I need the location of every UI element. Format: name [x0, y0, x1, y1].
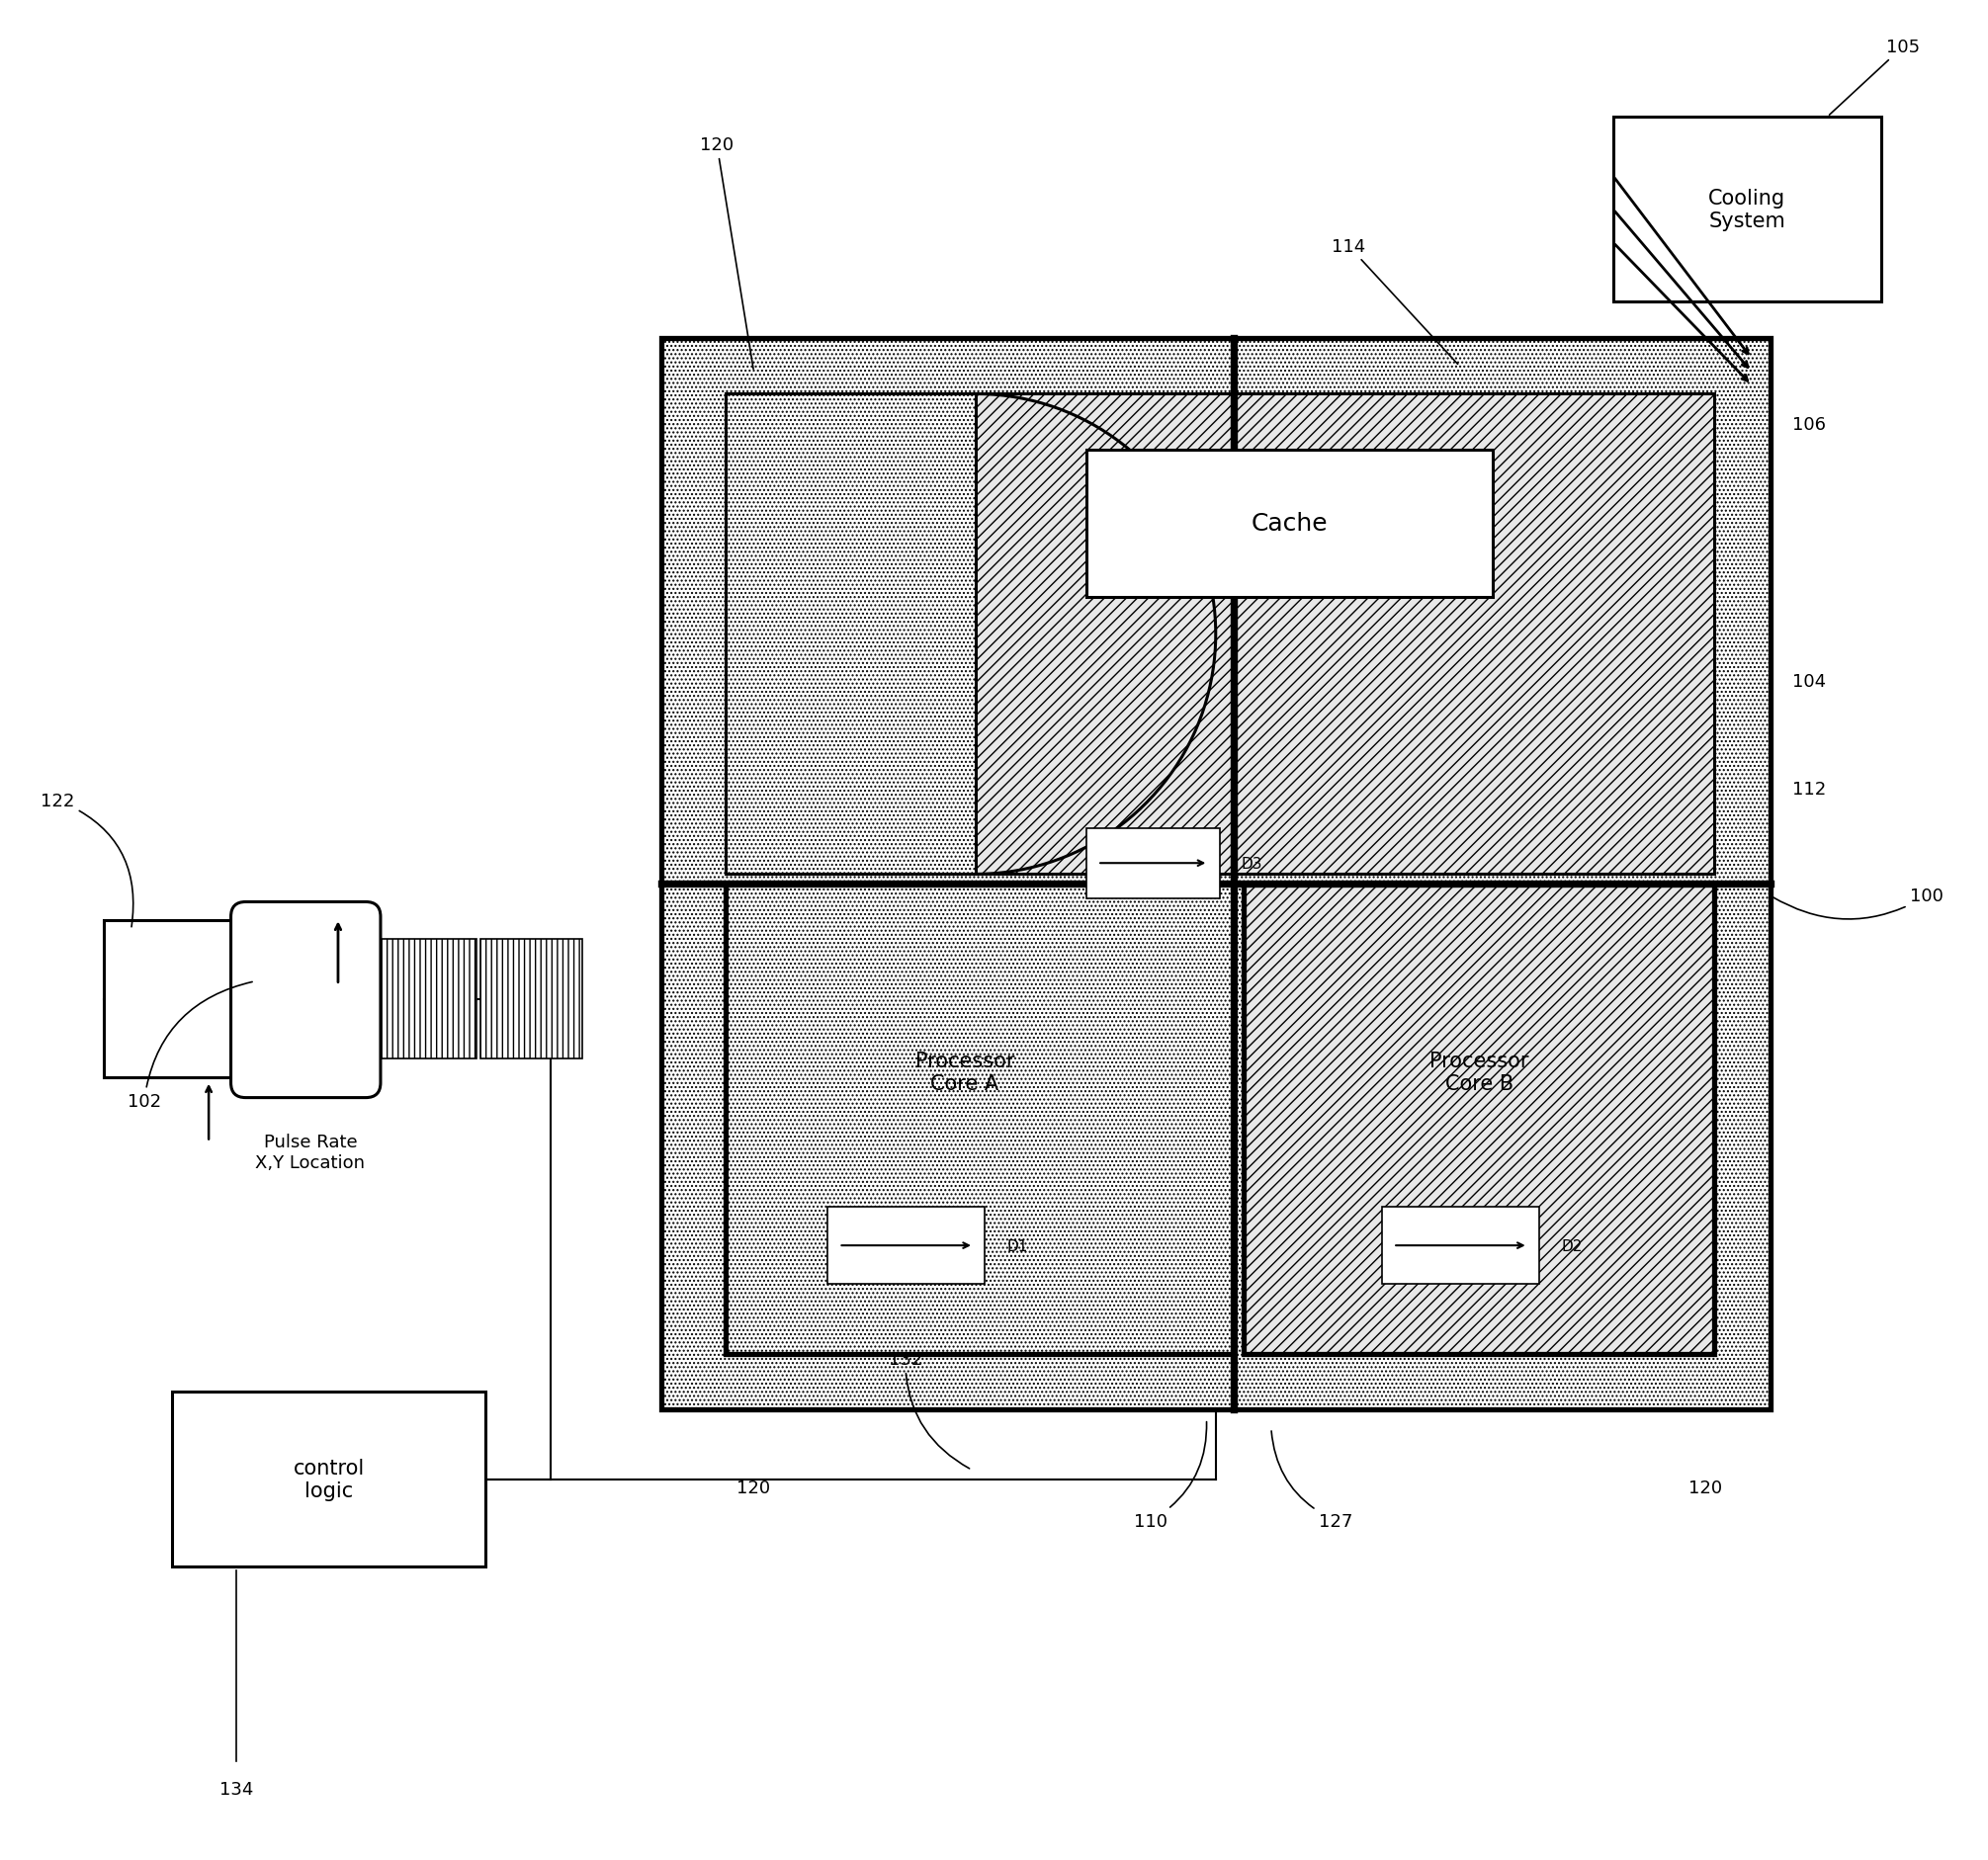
Bar	[237, 908, 376, 1092]
Text: 120: 120	[738, 1479, 771, 1497]
Bar	[726, 394, 1714, 874]
Text: 100: 100	[1773, 887, 1944, 919]
Text: Processor
Core A: Processor Core A	[914, 1051, 1014, 1094]
Bar	[827, 1207, 984, 1285]
Bar	[1382, 1207, 1539, 1285]
Text: 134: 134	[219, 1780, 252, 1797]
Bar	[103, 921, 237, 1077]
Bar	[726, 394, 976, 874]
Bar	[1085, 450, 1493, 597]
Text: D3: D3	[1242, 856, 1262, 870]
Text: 112: 112	[1793, 779, 1827, 798]
Text: Cooling
System: Cooling System	[1708, 188, 1785, 231]
Bar	[1242, 884, 1714, 1354]
Bar	[376, 939, 477, 1058]
Text: Processor
Core B: Processor Core B	[1429, 1051, 1529, 1094]
Text: 105: 105	[1829, 39, 1920, 115]
Text: 110: 110	[1135, 1423, 1207, 1529]
Text: 122: 122	[40, 792, 133, 928]
Bar	[726, 884, 1235, 1354]
Text: 106: 106	[1793, 417, 1825, 433]
Text: 132: 132	[889, 1350, 970, 1469]
Text: Cache: Cache	[1250, 512, 1328, 536]
Bar	[1085, 828, 1219, 898]
Bar	[1612, 117, 1881, 303]
FancyBboxPatch shape	[231, 902, 380, 1097]
Text: 127: 127	[1272, 1430, 1352, 1529]
Text: 102: 102	[127, 982, 252, 1110]
Bar	[171, 1391, 485, 1566]
Text: Pulse Rate
X,Y Location: Pulse Rate X,Y Location	[256, 1133, 366, 1172]
Bar	[662, 339, 1769, 1410]
Text: 104: 104	[1793, 673, 1825, 690]
Text: 120: 120	[700, 136, 753, 370]
Text: control
logic: control logic	[292, 1458, 364, 1501]
Text: D2: D2	[1561, 1239, 1582, 1254]
Text: 114: 114	[1332, 238, 1457, 365]
Text: D1: D1	[1008, 1239, 1028, 1254]
Bar	[481, 939, 582, 1058]
Text: 120: 120	[1688, 1479, 1722, 1497]
